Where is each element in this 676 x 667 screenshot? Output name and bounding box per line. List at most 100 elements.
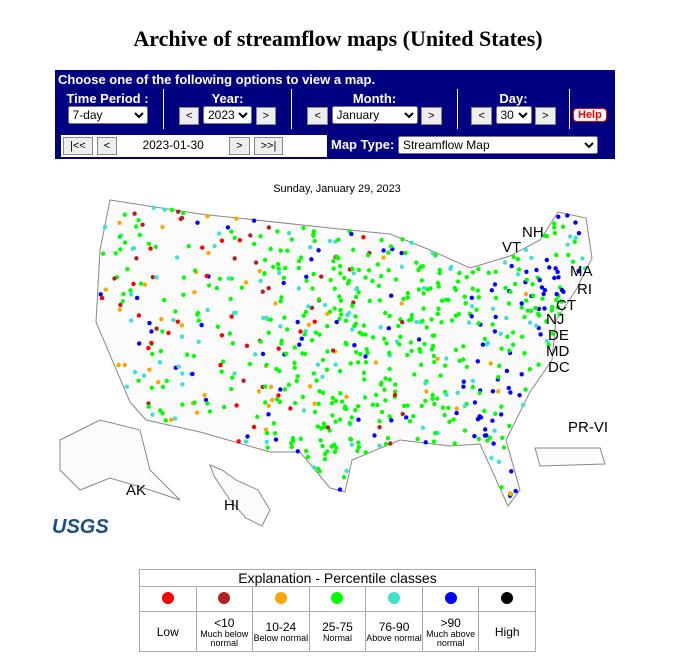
gage-dot	[377, 419, 382, 424]
gage-dot	[350, 266, 355, 271]
gage-dot	[524, 277, 530, 282]
year-select[interactable]: 2023	[203, 106, 252, 124]
gage-dot	[264, 315, 269, 320]
gage-dot	[310, 338, 315, 343]
gage-dot	[122, 362, 128, 368]
month-next[interactable]: >	[421, 107, 442, 125]
gage-dot	[401, 296, 406, 302]
map-type-select[interactable]: Streamflow Map	[397, 136, 598, 154]
gage-dot	[405, 291, 410, 296]
map-date: Sunday, January 29, 2023	[273, 183, 401, 195]
gage-dot	[260, 351, 266, 357]
gage-dot	[534, 267, 539, 273]
gage-dot	[146, 241, 152, 246]
gage-dot	[286, 230, 292, 236]
gage-dot	[129, 292, 134, 297]
gage-dot	[510, 342, 516, 347]
gage-dot	[546, 342, 551, 348]
gage-dot	[493, 314, 498, 320]
gage-dot	[362, 377, 367, 382]
gage-dot	[430, 333, 436, 338]
gage-dot	[444, 392, 449, 397]
gage-dot	[432, 401, 437, 407]
gage-dot	[379, 238, 384, 243]
gage-dot	[383, 441, 388, 447]
gage-dot	[383, 398, 388, 403]
gage-dot	[260, 289, 265, 294]
day-select[interactable]: 30	[495, 106, 532, 124]
gage-dot	[513, 281, 518, 287]
gage-dot	[416, 337, 422, 342]
gage-dot	[580, 256, 585, 261]
month-prev[interactable]: <	[307, 107, 328, 125]
month-select[interactable]: January	[331, 106, 418, 124]
gage-dot	[148, 246, 153, 251]
legend-label: <10	[214, 615, 235, 630]
gage-dot	[560, 224, 566, 229]
gage-dot	[285, 248, 290, 253]
gage-dot	[131, 281, 136, 287]
gage-dot	[436, 284, 441, 289]
gage-dot	[582, 266, 588, 271]
gage-dot	[205, 307, 210, 313]
gage-dot	[132, 211, 137, 216]
gage-dot	[409, 240, 414, 245]
gage-dot	[276, 393, 281, 398]
gage-dot	[253, 260, 259, 265]
help-button[interactable]: Help	[573, 108, 607, 122]
gage-dot	[407, 419, 413, 424]
gage-dot	[398, 334, 403, 339]
first-button[interactable]: |<<	[63, 137, 93, 155]
legend-note: Above normal	[366, 633, 422, 643]
state-label: MD	[546, 343, 569, 360]
gage-dot	[247, 361, 253, 367]
gage-dot	[295, 449, 300, 454]
gage-dot	[464, 364, 469, 369]
gage-dot	[273, 301, 278, 306]
legend-label: 25-75	[322, 620, 353, 634]
gage-dot	[431, 439, 437, 444]
gage-dot	[477, 390, 482, 396]
gage-dot	[408, 340, 414, 345]
gage-dot	[300, 394, 305, 400]
gage-dot	[225, 225, 231, 230]
legend-note: Much above normal	[426, 628, 476, 648]
gage-dot	[196, 318, 202, 323]
next-button[interactable]: >	[229, 137, 250, 155]
gage-dot	[519, 301, 524, 306]
gage-dot	[573, 220, 578, 225]
gage-dot	[530, 282, 535, 287]
legend-label-cell: >90 Much above normal	[421, 611, 480, 652]
year-prev[interactable]: <	[178, 107, 200, 125]
gage-dot	[422, 341, 427, 347]
gage-dot	[292, 345, 298, 350]
gage-dot	[318, 438, 323, 443]
gage-dot	[505, 334, 510, 339]
state-label: VT	[502, 239, 521, 256]
gage-dot	[157, 360, 163, 365]
page-title: Archive of streamflow maps (United State…	[133, 26, 543, 51]
prev-button[interactable]: <	[96, 137, 118, 155]
gage-dot	[339, 312, 344, 317]
year-next[interactable]: >	[255, 107, 277, 125]
last-button[interactable]: >>|	[253, 137, 284, 155]
gage-dot	[146, 345, 151, 351]
gage-dot	[383, 376, 388, 381]
time-period-select[interactable]: 7-day	[67, 106, 148, 124]
gage-dot	[561, 289, 566, 294]
gage-dot	[511, 254, 516, 260]
gage-dot	[292, 365, 298, 370]
gage-dot	[229, 386, 234, 392]
gage-dot	[158, 408, 163, 413]
gage-dot	[448, 266, 453, 271]
state-label: AK	[126, 482, 146, 499]
gage-dot	[199, 322, 204, 328]
day-next[interactable]: >	[535, 107, 556, 125]
gage-dot	[519, 372, 524, 377]
legend-label: High	[494, 624, 520, 639]
gage-dot	[257, 268, 262, 274]
gage-dot	[312, 401, 317, 406]
day-prev[interactable]: <	[471, 107, 492, 125]
gage-dot	[351, 247, 356, 253]
gage-dot	[251, 218, 257, 223]
